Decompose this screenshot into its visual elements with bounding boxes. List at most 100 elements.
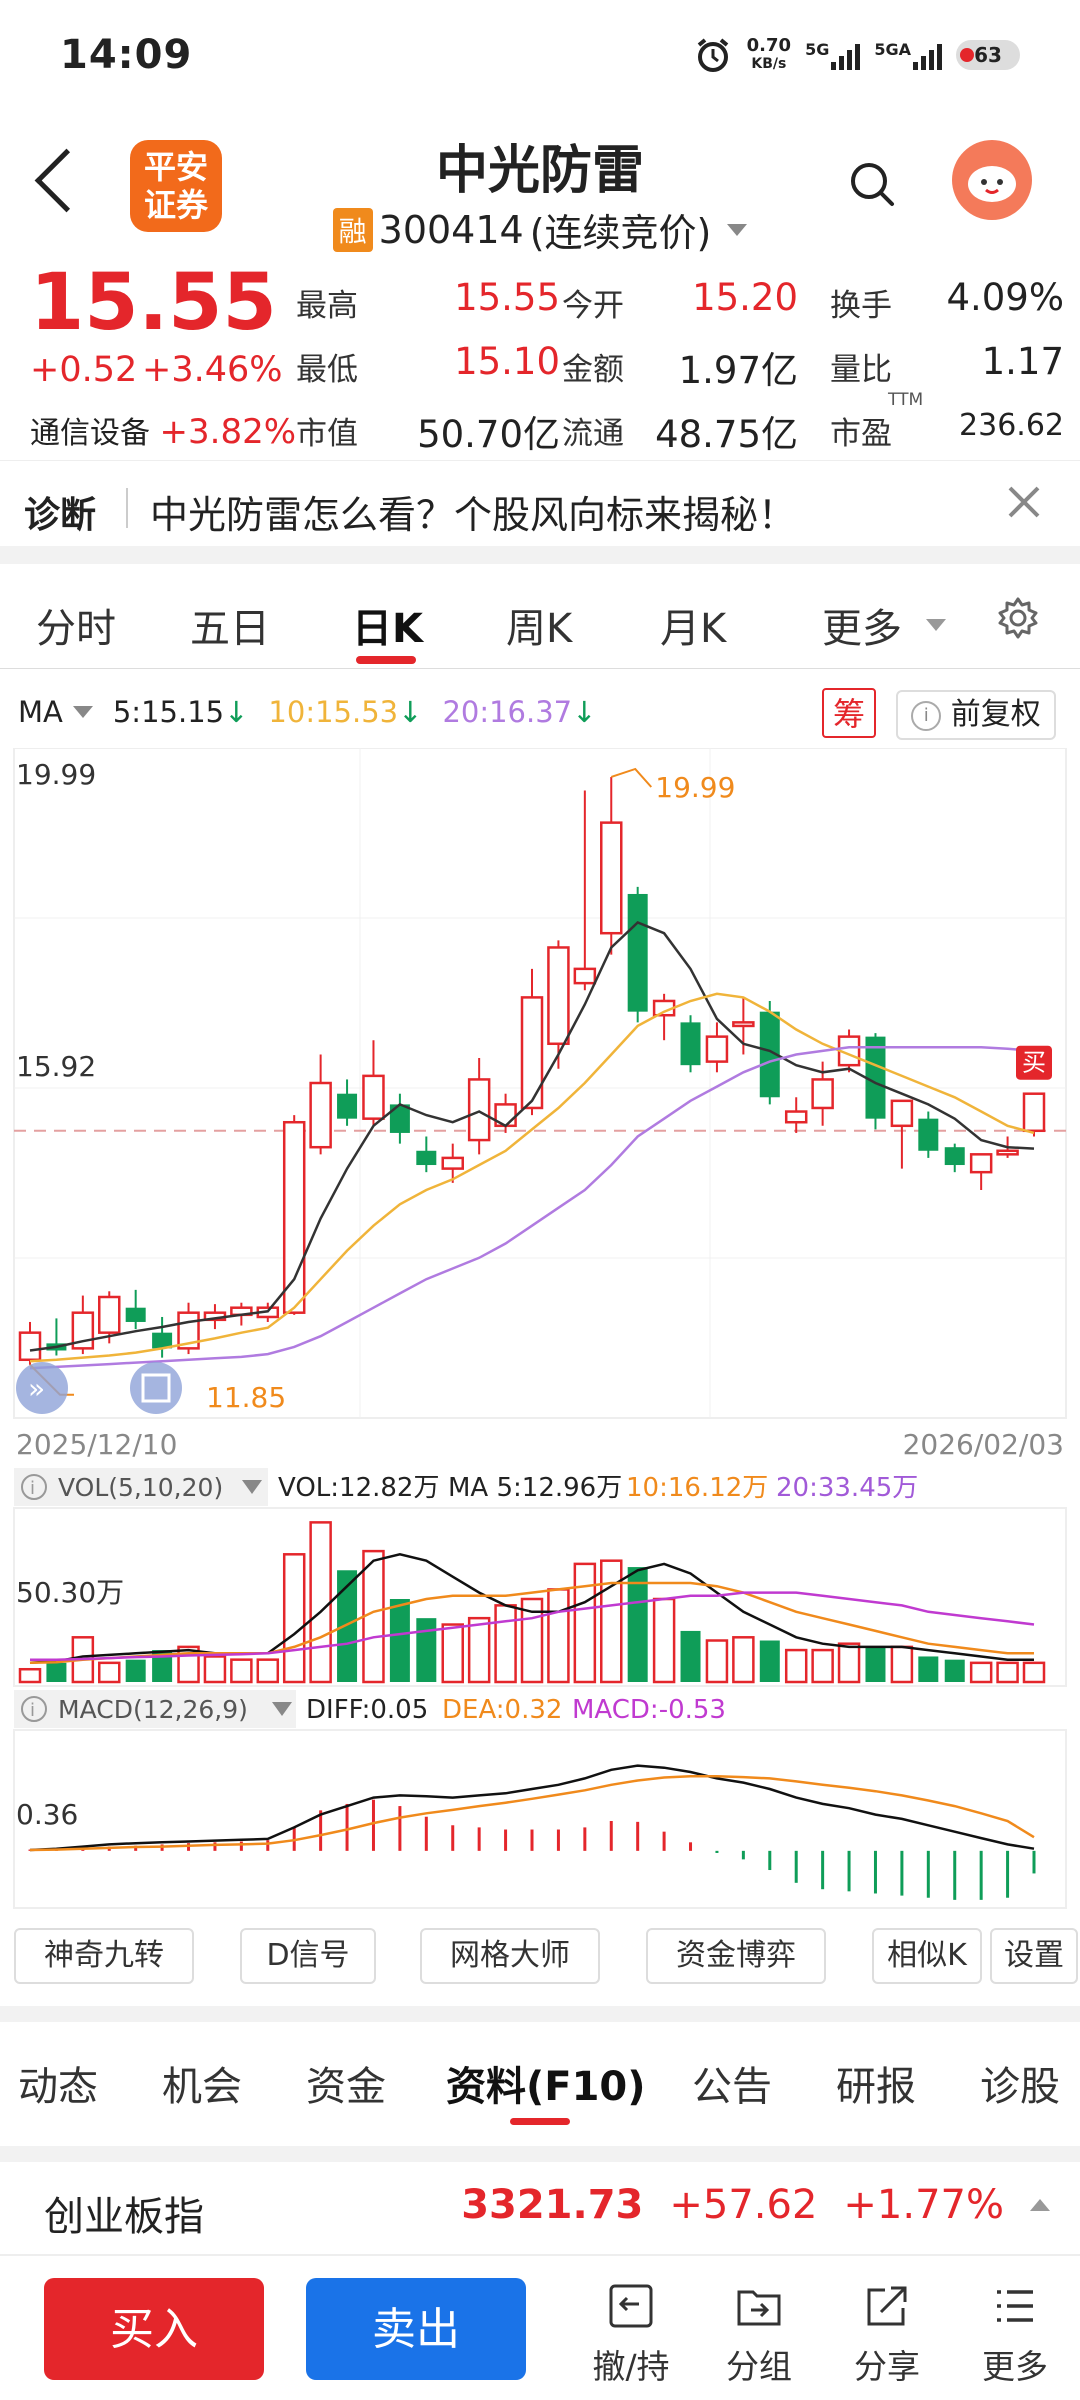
candle — [152, 1332, 173, 1349]
d-signal-button[interactable]: D信号 — [240, 1928, 376, 1984]
tab-more[interactable]: 更多 — [822, 596, 946, 654]
buy-signal-label: 买 — [1022, 1049, 1046, 1077]
volume-bar — [784, 1648, 808, 1684]
volume-bar — [811, 1648, 834, 1684]
group-button[interactable]: 分组 — [704, 2280, 814, 2388]
sector-info[interactable]: 通信设备 +3.82% — [30, 408, 296, 452]
volume-legend-label: VOL(5,10,20) — [58, 1473, 223, 1502]
stock-name: 中光防雷 — [435, 141, 644, 201]
quote-value: 15.55 — [454, 276, 560, 319]
candle — [784, 1110, 808, 1124]
index-values[interactable]: 3321.73 +57.62 +1.77% — [461, 2182, 1050, 2228]
tab-daily-k[interactable]: 日K — [352, 606, 423, 652]
assistant-avatar[interactable] — [952, 140, 1032, 220]
volume-bar — [759, 1640, 780, 1682]
adjust-mode-button[interactable]: i 前复权 — [896, 690, 1056, 740]
broker-logo-line2: 证券 — [143, 186, 208, 224]
candle — [125, 1307, 146, 1322]
similar-k-button[interactable]: 相似K — [872, 1928, 982, 1984]
quote-value: 1.17 — [981, 340, 1064, 383]
candle — [362, 1074, 385, 1120]
tab-monthly-k[interactable]: 月K — [660, 606, 727, 652]
chip-distribution-button[interactable]: 筹 — [822, 688, 876, 738]
diagnosis-text[interactable]: 中光防雷怎么看？个股风向标来揭秘！ — [150, 493, 797, 537]
volume-legend-box[interactable] — [14, 1468, 268, 1506]
tab-five-day[interactable]: 五日 — [190, 606, 270, 652]
tab-more-label: 更多 — [822, 606, 902, 652]
diagnosis-banner[interactable] — [0, 460, 1080, 547]
chevron-down-icon — [72, 706, 93, 718]
sell-button[interactable]: 卖出 — [306, 2278, 526, 2380]
broker-logo: 平安 证券 — [130, 140, 222, 232]
quote-value: 48.75亿 — [655, 413, 798, 456]
macd-value: MACD:-0.53 — [572, 1695, 726, 1725]
candle — [680, 1022, 701, 1066]
fullscreen-icon-glyph — [141, 1373, 171, 1403]
volume-bar — [865, 1646, 886, 1682]
tab-research[interactable]: 研报 — [836, 2064, 916, 2110]
tab-indicator — [356, 656, 416, 664]
tab-f10[interactable]: 资料(F10) — [446, 2064, 646, 2110]
candle — [98, 1295, 121, 1334]
candle — [732, 1021, 755, 1028]
chart-frame — [13, 748, 1067, 1419]
macd-chart[interactable]: i MACD(12,26,9) DIFF:0.05 DEA:0.32 MACD:… — [0, 1690, 1080, 1910]
share-label: 分享 — [854, 2347, 920, 2386]
withdraw-hold-button[interactable]: 撤/持 — [576, 2280, 686, 2388]
broker-logo-line1: 平安 — [143, 148, 208, 186]
close-icon[interactable] — [1004, 482, 1044, 522]
folder-icon — [737, 2290, 781, 2326]
ma20-line — [29, 1046, 1035, 1370]
volume-bar — [46, 1662, 67, 1682]
index-name[interactable]: 创业板指 — [44, 2194, 204, 2240]
quote-value: 236.62 — [959, 408, 1064, 443]
clock: 14:09 — [60, 32, 193, 78]
stock-code-selector[interactable]: 融 300414 (连续竞价) — [0, 202, 1080, 257]
indicator-settings-button[interactable]: 设置 — [990, 1928, 1078, 1984]
adjust-mode-label: 前复权 — [950, 697, 1041, 732]
tab-announcements[interactable]: 公告 — [692, 2064, 772, 2110]
chevron-down-icon — [926, 619, 946, 631]
more-button[interactable]: 更多 — [960, 2280, 1070, 2388]
volume-frame — [13, 1507, 1067, 1687]
price-change-pct: +3.46% — [142, 350, 283, 390]
kline-chart[interactable]: 19.99 15.92 19.99 11.85 买 » 2025/12/10 2… — [0, 748, 1080, 1458]
tab-intraday[interactable]: 分时 — [36, 606, 116, 652]
tab-weekly-k[interactable]: 周K — [506, 606, 573, 652]
volume-bar — [918, 1656, 939, 1682]
gear-icon[interactable] — [996, 596, 1040, 640]
net-type-1: 5G — [805, 40, 830, 59]
volume-bar — [969, 1661, 993, 1684]
search-icon[interactable] — [848, 160, 896, 208]
withdraw-hold-label: 撤/持 — [592, 2347, 670, 2386]
tab-diagnose[interactable]: 诊股 — [980, 2064, 1060, 2110]
volume-chart[interactable]: i VOL(5,10,20) VOL:12.82万 MA 5:12.96万 10… — [0, 1468, 1080, 1688]
quote-label: 换手 — [830, 288, 892, 324]
signal-5g: 5G — [805, 40, 861, 70]
macd-legend-box[interactable] — [14, 1690, 296, 1728]
volume-bar — [732, 1636, 755, 1684]
candle — [573, 967, 597, 985]
quote-value: 1.97亿 — [678, 349, 798, 392]
tab-funds[interactable]: 资金 — [306, 2064, 386, 2110]
tab-opportunity[interactable]: 机会 — [162, 2064, 242, 2110]
ma10-value: 10:15.53↓ — [268, 695, 422, 729]
ma-legend[interactable]: MA 5:15.15↓ 10:15.53↓ 20:16.37↓ — [18, 695, 596, 729]
arrow-down-icon: ↓ — [224, 695, 249, 729]
volume-bar — [203, 1655, 227, 1684]
buy-button[interactable]: 买入 — [44, 2278, 264, 2380]
dea-line — [29, 1774, 1035, 1852]
battery-level: 63 — [974, 43, 1002, 67]
info-icon-glyph: i — [30, 1700, 35, 1721]
tab-news[interactable]: 动态 — [18, 2064, 98, 2110]
magic-nine-button[interactable]: 神奇九转 — [14, 1928, 194, 1984]
fund-game-button[interactable]: 资金博弈 — [646, 1928, 826, 1984]
volume-bar — [627, 1567, 648, 1682]
fullscreen-icon[interactable] — [130, 1362, 182, 1414]
expand-icon[interactable] — [16, 1362, 68, 1414]
share-button[interactable]: 分享 — [832, 2280, 942, 2388]
status-icons: 0.70 KB/s 5G 5GA 63 — [693, 30, 1020, 80]
buy-signal-marker[interactable]: 买 — [1016, 1045, 1052, 1080]
grid-master-button[interactable]: 网格大师 — [420, 1928, 600, 1984]
ma-selector[interactable]: MA — [18, 695, 93, 729]
